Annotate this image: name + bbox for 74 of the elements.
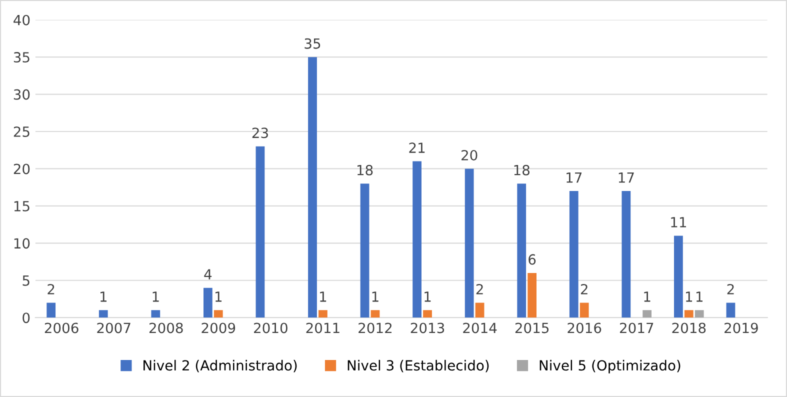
bar — [203, 288, 212, 318]
bar — [642, 310, 652, 318]
y-tick-label: 15 — [14, 201, 30, 212]
legend-label: Nivel 5 (Optimizado) — [540, 360, 680, 374]
x-tick-label: 2015 — [515, 322, 549, 334]
data-label: 21 — [409, 142, 425, 153]
y-tick-label: 30 — [14, 89, 30, 100]
bar — [684, 310, 694, 318]
data-label: 4 — [204, 269, 212, 280]
x-tick-label: 2018 — [672, 322, 706, 334]
bar — [214, 310, 223, 318]
bar — [464, 168, 474, 318]
data-label: 1 — [696, 292, 702, 302]
data-label: 1 — [100, 292, 107, 302]
data-label: 1 — [424, 292, 431, 302]
bar — [360, 184, 370, 318]
x-tick-label: 2007 — [97, 322, 130, 334]
data-label: 20 — [462, 150, 478, 160]
data-label: 2 — [48, 284, 54, 294]
x-tick-label: 2016 — [568, 322, 602, 334]
x-tick-label: 2008 — [149, 322, 183, 334]
x-tick-label: 2014 — [463, 322, 497, 334]
data-label: 1 — [644, 292, 650, 302]
x-tick-label: 2012 — [358, 322, 392, 334]
x-tick-label: 2017 — [620, 322, 654, 334]
bar — [517, 184, 526, 318]
data-label: 1 — [372, 292, 378, 302]
bar — [256, 146, 265, 318]
data-label: 1 — [152, 292, 159, 302]
data-label: 6 — [528, 254, 536, 265]
data-label: 23 — [252, 128, 268, 138]
data-label: 1 — [216, 292, 222, 302]
bar — [412, 161, 422, 318]
bar — [528, 272, 537, 318]
x-tick-label: 2019 — [724, 322, 758, 334]
data-label: 2 — [727, 284, 734, 294]
x-tick-label: 2013 — [410, 322, 444, 334]
data-label: 18 — [514, 164, 530, 176]
y-tick-label: 35 — [14, 52, 30, 63]
bar — [694, 310, 704, 318]
bar — [622, 191, 631, 318]
bar — [46, 302, 56, 318]
x-tick-label: 2006 — [44, 322, 78, 334]
bar — [423, 310, 432, 318]
data-label: 17 — [618, 172, 634, 183]
x-tick-label: 2010 — [254, 322, 288, 334]
data-label: 1 — [686, 292, 692, 302]
data-label: 35 — [304, 38, 320, 49]
y-tick-label: 40 — [14, 14, 30, 26]
bar — [151, 310, 160, 318]
legend-label: Nivel 3 (Establecido) — [348, 360, 489, 372]
bar — [98, 310, 108, 318]
data-label: 2 — [580, 284, 588, 294]
y-tick-label: 0 — [22, 312, 30, 324]
bar — [370, 310, 380, 318]
x-tick-label: 2009 — [202, 322, 236, 334]
y-tick-label: 5 — [22, 276, 30, 286]
bar — [580, 302, 589, 318]
bar — [318, 310, 328, 318]
y-tick-label: 10 — [14, 238, 30, 249]
bar — [569, 191, 578, 318]
bar — [674, 236, 683, 318]
y-tick-label: 20 — [14, 164, 30, 174]
bar — [726, 302, 736, 318]
data-label: 17 — [566, 172, 582, 183]
x-tick-label: 2011 — [306, 322, 340, 334]
data-label: 18 — [357, 164, 373, 176]
data-label: 2 — [476, 284, 483, 294]
y-tick-label: 25 — [14, 126, 30, 137]
bar — [475, 302, 484, 318]
legend-label: Nivel 2 (Administrado) — [144, 360, 297, 372]
data-label: 11 — [671, 217, 686, 228]
bar — [308, 57, 317, 318]
data-label: 1 — [320, 292, 326, 302]
